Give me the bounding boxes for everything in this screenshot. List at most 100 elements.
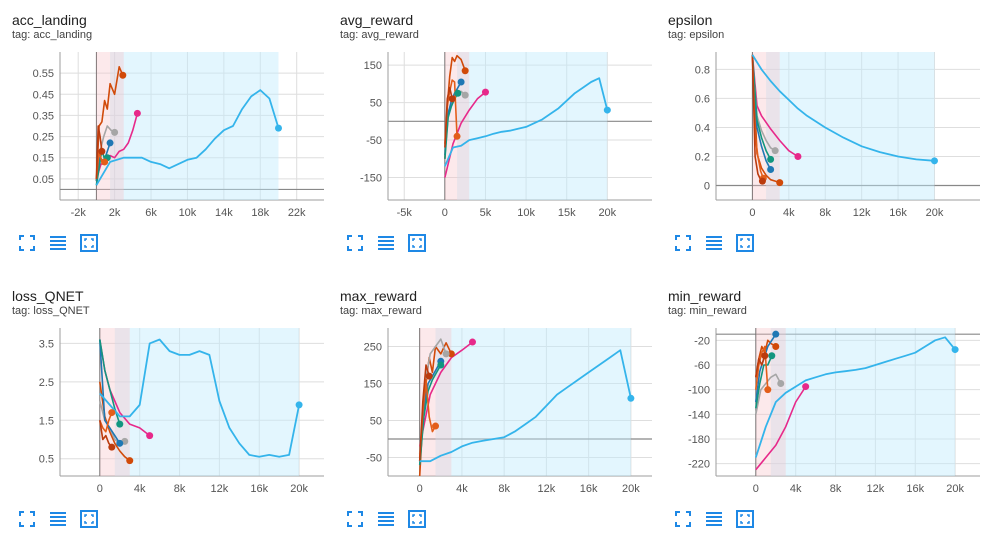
- series-end-point: [295, 401, 303, 409]
- series-line: [99, 338, 300, 458]
- chart-title: loss_QNET: [12, 288, 84, 304]
- series-end-point: [108, 443, 116, 451]
- y-tick-label: -220: [688, 459, 710, 471]
- series-end-point: [448, 95, 456, 103]
- chart-tag: tag: min_reward: [668, 305, 747, 317]
- avg-reward-chart[interactable]: -5k 0 5k 10k 15k 20k -150 -50 50 150: [340, 48, 660, 224]
- y-tick-label: 3.5: [39, 338, 54, 350]
- chart-title: min_reward: [668, 288, 742, 304]
- series-line: [418, 364, 442, 465]
- series-end-point: [764, 386, 772, 394]
- x-tick-label: 20k: [622, 483, 640, 495]
- series-end-point: [481, 88, 489, 96]
- y-tick-label: -100: [688, 385, 710, 397]
- series-line: [751, 54, 935, 162]
- fit-domain-icon[interactable]: [80, 234, 98, 252]
- loss-qnet-chart[interactable]: 0 4k 8k 12k 16k 20k 0.5 1.5 2.5 3.5: [12, 324, 332, 500]
- series-line: [99, 339, 121, 444]
- series-end-point: [951, 346, 959, 354]
- data-table-icon[interactable]: [377, 510, 395, 528]
- fit-domain-icon[interactable]: [80, 510, 98, 528]
- y-tick-label: -180: [688, 434, 710, 446]
- data-table-icon[interactable]: [49, 510, 67, 528]
- fullscreen-icon[interactable]: [674, 510, 692, 528]
- y-tick-label: 150: [364, 60, 382, 72]
- series-line: [755, 386, 807, 471]
- y-tick-label: 50: [370, 416, 382, 428]
- series-line: [95, 65, 124, 182]
- y-tick-label: 0.4: [695, 122, 710, 134]
- x-tick-label: 8k: [830, 483, 842, 495]
- x-tick-label: 0: [749, 207, 755, 219]
- series-end-point: [794, 152, 802, 160]
- fit-domain-icon[interactable]: [408, 510, 426, 528]
- chart-card-epsilon: epsilon tag: epsilon 0 4k 8k 12k 16k 20k 0 0.2 0…: [668, 12, 988, 282]
- chart-title: max_reward: [340, 288, 418, 304]
- series-end-point: [146, 432, 154, 440]
- y-tick-label: 0.25: [33, 132, 54, 144]
- series-end-point: [603, 106, 611, 114]
- acc-landing-chart[interactable]: -2k 2k 6k 10k 14k 18k 22k 0.05 0.15 0.25 0.35 0.45 0…: [12, 48, 332, 224]
- series-group: [444, 52, 609, 200]
- data-table-icon[interactable]: [705, 510, 723, 528]
- epsilon-chart[interactable]: 0 4k 8k 12k 16k 20k 0 0.2 0.4 0.6 0.8: [668, 48, 988, 224]
- series-end-point: [119, 71, 127, 79]
- max-reward-chart[interactable]: 0 4k 8k 12k 16k 20k -50 50 150 250: [340, 324, 660, 500]
- x-tick-label: 0: [753, 483, 759, 495]
- series-end-point: [772, 330, 780, 338]
- fit-domain-icon[interactable]: [408, 234, 426, 252]
- fullscreen-icon[interactable]: [346, 234, 364, 252]
- y-tick-label: -50: [366, 453, 382, 465]
- x-tick-label: -2k: [71, 207, 87, 219]
- fullscreen-icon[interactable]: [18, 510, 36, 528]
- x-tick-label: 4k: [783, 207, 795, 219]
- data-table-icon[interactable]: [377, 234, 395, 252]
- series-end-point: [772, 343, 780, 350]
- min-reward-chart[interactable]: 0 4k 8k 12k 16k 20k -220 -180 -140 -100 -60 -20: [668, 324, 988, 500]
- series-line: [444, 77, 609, 167]
- x-tick-label: 0: [97, 483, 103, 495]
- series-end-point: [437, 361, 445, 369]
- chart-tag: tag: loss_QNET: [12, 305, 90, 317]
- series-line: [754, 336, 956, 458]
- series-line: [755, 373, 782, 415]
- chart-toolbar: [340, 510, 460, 530]
- x-tick-label: 16k: [889, 207, 907, 219]
- x-tick-label: 5k: [480, 207, 492, 219]
- series-end-point: [101, 158, 109, 166]
- x-tick-label: -5k: [397, 207, 413, 219]
- series-group: [751, 52, 935, 200]
- series-end-point: [767, 166, 775, 174]
- series-end-point: [126, 457, 134, 465]
- x-tick-label: 20k: [926, 207, 944, 219]
- fullscreen-icon[interactable]: [674, 234, 692, 252]
- y-tick-label: 250: [364, 342, 382, 354]
- x-tick-label: 16k: [580, 483, 598, 495]
- data-table-icon[interactable]: [705, 234, 723, 252]
- series-group: [418, 328, 632, 476]
- fit-domain-icon[interactable]: [736, 510, 754, 528]
- x-tick-label: 0: [417, 483, 423, 495]
- y-tick-label: 0.5: [39, 454, 54, 466]
- chart-card-min-reward: min_reward tag: min_reward 0 4k 8k 12k 16k 20…: [668, 288, 988, 558]
- series-end-point: [447, 350, 455, 358]
- y-tick-label: 50: [370, 98, 382, 110]
- raw-band: [457, 52, 608, 200]
- series-end-point: [98, 147, 106, 155]
- y-tick-label: -60: [694, 360, 710, 372]
- fullscreen-icon[interactable]: [18, 234, 36, 252]
- series-end-point: [468, 338, 476, 346]
- fit-domain-icon[interactable]: [736, 234, 754, 252]
- chart-tag: tag: acc_landing: [12, 29, 93, 41]
- raw-band: [110, 52, 279, 200]
- chart-card-acc-landing: acc_landing tag: acc_landing -2k 2k 6k 10k 1…: [12, 12, 332, 282]
- series-end-point: [453, 132, 461, 140]
- data-table-icon[interactable]: [49, 234, 67, 252]
- chart-toolbar: [668, 510, 788, 530]
- x-tick-label: 2k: [109, 207, 121, 219]
- x-tick-label: 4k: [456, 483, 468, 495]
- fullscreen-icon[interactable]: [346, 510, 364, 528]
- y-tick-label: 0.05: [33, 174, 54, 186]
- chart-card-avg-reward: avg_reward tag: avg_reward -5k 0 5k 10k 15k 2…: [340, 12, 660, 282]
- series-line: [95, 125, 116, 180]
